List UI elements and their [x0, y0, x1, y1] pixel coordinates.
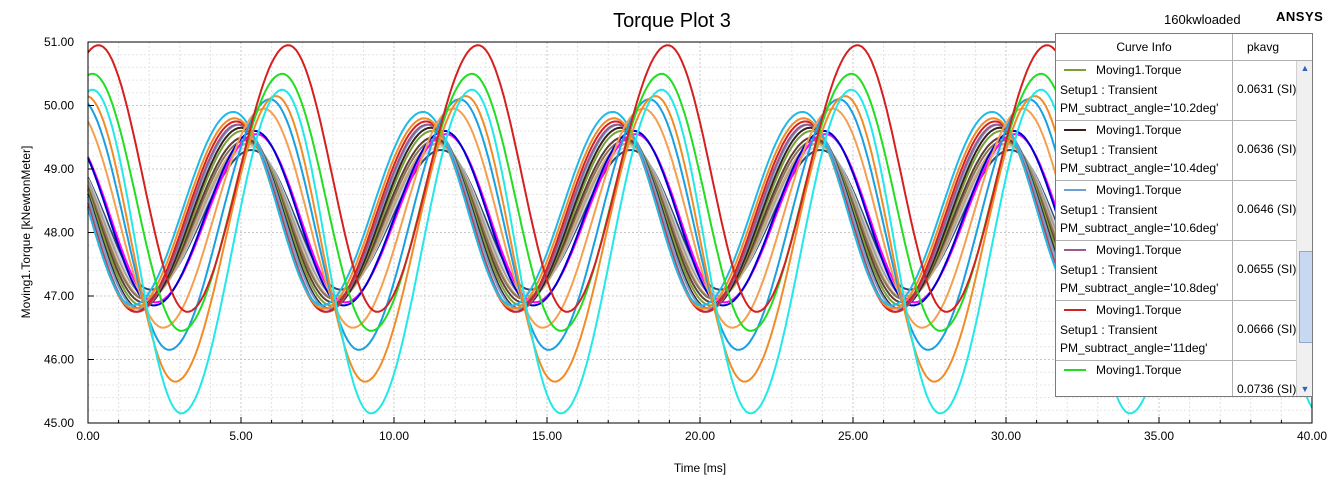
- legend-row[interactable]: Moving1.Torque Setup1 : Transient PM_subtr…: [1056, 61, 1296, 121]
- legend-scrollbar[interactable]: ▲ ▼: [1296, 61, 1312, 396]
- legend-curve-cell: Moving1.Torque: [1056, 361, 1233, 396]
- legend-swatch: [1064, 69, 1086, 71]
- axis-ticks: 0.00 5.00 10.00 15.00 20.00 25.00 30.00 35.00 40…: [44, 35, 1327, 443]
- legend-param: PM_subtract_angle='10.6deg': [1060, 221, 1219, 235]
- legend-curve-cell: Moving1.Torque Setup1 : Transient PM_subtr…: [1056, 61, 1233, 120]
- legend-header: Curve Info pkavg: [1056, 34, 1312, 61]
- legend-curve-name: Moving1.Torque: [1096, 303, 1182, 317]
- legend-curve-name: Moving1.Torque: [1096, 183, 1182, 197]
- legend-curve-name: Moving1.Torque: [1096, 123, 1182, 137]
- legend-swatch: [1064, 129, 1086, 131]
- legend-row[interactable]: Moving1.Torque Setup1 : Transient PM_subtr…: [1056, 181, 1296, 241]
- legend-setup: Setup1 : Transient: [1060, 263, 1158, 277]
- legend-row[interactable]: Moving1.Torque 0.0736 (SI): [1056, 361, 1297, 396]
- x-tick-label: 25.00: [838, 429, 868, 443]
- legend-setup: Setup1 : Transient: [1060, 323, 1158, 337]
- brand-logo: ANSYS: [1276, 9, 1323, 24]
- y-tick-label: 46.00: [44, 353, 74, 367]
- legend-swatch: [1064, 369, 1086, 371]
- legend-swatch: [1064, 309, 1086, 311]
- x-tick-label: 5.00: [229, 429, 253, 443]
- legend-param: PM_subtract_angle='10.4deg': [1060, 161, 1219, 175]
- scrollbar-thumb[interactable]: [1299, 251, 1312, 343]
- legend-param: PM_subtract_angle='10.2deg': [1060, 101, 1219, 115]
- legend-row[interactable]: Moving1.Torque Setup1 : Transient PM_subtr…: [1056, 241, 1296, 301]
- legend-curve-cell: Moving1.Torque Setup1 : Transient PM_subtr…: [1056, 301, 1233, 360]
- chart-title: Torque Plot 3: [613, 10, 731, 32]
- legend-col-curve-info[interactable]: Curve Info: [1056, 34, 1233, 60]
- legend-pkavg-value: 0.0736 (SI): [1237, 382, 1297, 396]
- x-axis-label: Time [ms]: [674, 461, 726, 475]
- x-tick-label: 15.00: [532, 429, 562, 443]
- legend-param: PM_subtract_angle='10.8deg': [1060, 281, 1219, 295]
- legend-curve-name: Moving1.Torque: [1096, 63, 1182, 77]
- legend-curve-name: Moving1.Torque: [1096, 243, 1182, 257]
- chevron-up-icon[interactable]: ▲: [1300, 63, 1310, 73]
- y-tick-label: 48.00: [44, 226, 74, 240]
- legend-pkavg-value: 0.0666 (SI): [1237, 322, 1297, 336]
- y-tick-label: 49.00: [44, 162, 74, 176]
- legend-pkavg-value: 0.0631 (SI): [1237, 82, 1297, 96]
- legend-curve-cell: Moving1.Torque Setup1 : Transient PM_subtr…: [1056, 241, 1233, 300]
- project-name: 160kwloaded: [1164, 12, 1241, 27]
- x-tick-label: 10.00: [379, 429, 409, 443]
- x-tick-label: 0.00: [76, 429, 100, 443]
- y-tick-label: 45.00: [44, 416, 74, 430]
- x-tick-label: 35.00: [1144, 429, 1174, 443]
- legend-col-pkavg[interactable]: pkavg: [1246, 40, 1280, 54]
- chevron-down-icon[interactable]: ▼: [1300, 384, 1310, 394]
- legend-curve-name: Moving1.Torque: [1096, 363, 1182, 377]
- legend-param: PM_subtract_angle='11deg': [1060, 341, 1208, 355]
- legend-row[interactable]: Moving1.Torque Setup1 : Transient PM_subtr…: [1056, 301, 1296, 361]
- legend-curve-cell: Moving1.Torque Setup1 : Transient PM_subtr…: [1056, 121, 1233, 180]
- legend-panel: Curve Info pkavg Moving1.Torque Setup1 : …: [1055, 33, 1313, 397]
- legend-pkavg-value: 0.0655 (SI): [1237, 262, 1297, 276]
- y-tick-label: 47.00: [44, 289, 74, 303]
- legend-setup: Setup1 : Transient: [1060, 203, 1158, 217]
- y-tick-label: 50.00: [44, 99, 74, 113]
- legend-setup: Setup1 : Transient: [1060, 143, 1158, 157]
- legend-swatch: [1064, 249, 1086, 251]
- legend-pkavg-value: 0.0646 (SI): [1237, 202, 1297, 216]
- x-tick-label: 20.00: [685, 429, 715, 443]
- legend-curve-cell: Moving1.Torque Setup1 : Transient PM_subtr…: [1056, 181, 1233, 240]
- legend-row[interactable]: Moving1.Torque Setup1 : Transient PM_subtr…: [1056, 121, 1296, 181]
- x-tick-label: 30.00: [991, 429, 1021, 443]
- legend-setup: Setup1 : Transient: [1060, 83, 1158, 97]
- x-tick-label: 40.00: [1297, 429, 1327, 443]
- legend-swatch: [1064, 189, 1086, 191]
- legend-rows: Moving1.Torque Setup1 : Transient PM_subtr…: [1056, 61, 1297, 396]
- y-axis-label: Moving1.Torque [kNewtonMeter]: [19, 146, 33, 319]
- legend-pkavg-value: 0.0636 (SI): [1237, 142, 1297, 156]
- y-tick-label: 51.00: [44, 35, 74, 49]
